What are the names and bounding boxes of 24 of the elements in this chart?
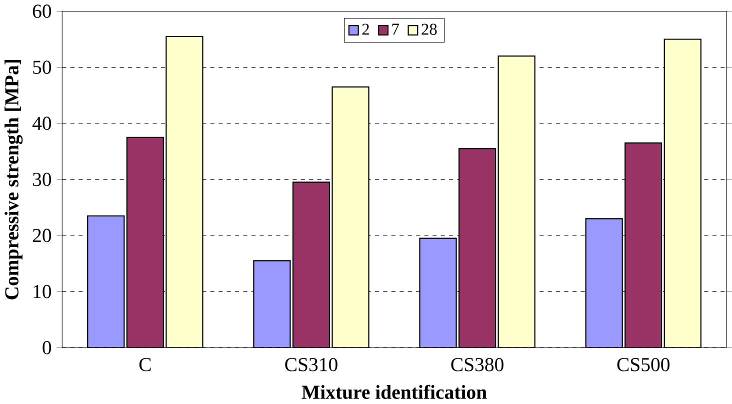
bar <box>87 216 125 348</box>
bar <box>419 238 457 348</box>
legend-label: 7 <box>392 24 400 35</box>
y-tick-label: 10 <box>34 285 52 298</box>
y-tick-label: 30 <box>33 172 52 186</box>
bar <box>585 218 623 348</box>
y-axis-title: Compressive strength [MPa] <box>4 60 23 300</box>
x-tick-label: CS380 <box>451 358 504 372</box>
legend-label: 28 <box>422 24 437 36</box>
x-tick-label: CS310 <box>285 358 338 372</box>
x-tick-label: C <box>139 358 151 372</box>
bar <box>126 137 164 348</box>
legend-label: 2 <box>362 24 369 35</box>
y-tick-label: 50 <box>33 60 52 74</box>
y-tick-label: 40 <box>32 116 52 130</box>
y-tick-label: 60 <box>32 4 52 18</box>
y-tick-label: 20 <box>32 229 52 242</box>
bar <box>292 182 330 348</box>
y-tick-label: 0 <box>42 341 52 355</box>
bar <box>458 148 496 348</box>
x-tick-label: CS500 <box>617 358 670 372</box>
x-axis-title: Mixture identification <box>302 385 487 400</box>
bar <box>253 260 291 348</box>
bar <box>624 142 662 348</box>
